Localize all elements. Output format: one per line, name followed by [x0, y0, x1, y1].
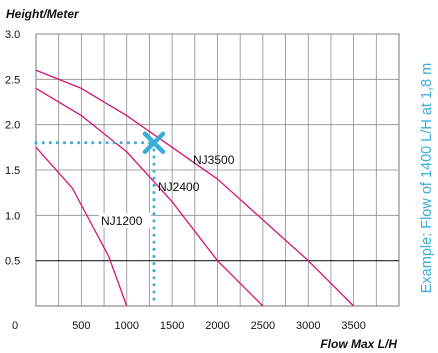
x-tick-label: 1000 [115, 320, 139, 332]
example-note: Example: Flow of 1400 L/H at 1,8 m [419, 63, 435, 294]
y-tick-label: 2.0 [5, 120, 20, 132]
x-tick-label: 3000 [296, 320, 320, 332]
example-annotation [34, 131, 166, 308]
x-tick-label: 0 [12, 320, 18, 332]
series-label-nj3500: NJ3500 [193, 153, 235, 167]
x-tick-label: 3500 [341, 320, 365, 332]
series-line-nj3500 [35, 69, 355, 307]
series-label-nj2400: NJ2400 [158, 180, 200, 194]
x-tick-label: 1500 [160, 320, 184, 332]
x-tick-label: 500 [72, 320, 90, 332]
y-axis-title: Height/Meter [6, 7, 80, 21]
series-lines [35, 69, 355, 307]
y-tick-label: 0.5 [5, 256, 20, 268]
series-label-nj1200: NJ1200 [101, 214, 143, 228]
x-axis-title: Flow Max L/H [320, 337, 397, 351]
x-tick-label: 2000 [205, 320, 229, 332]
y-tick-label: 1.5 [5, 165, 20, 177]
annotation-marker-stroke [142, 131, 166, 155]
y-tick-label: 2.5 [5, 74, 20, 86]
y-tick-label: 1.0 [5, 210, 20, 222]
y-tick-label: 3.0 [5, 29, 20, 41]
grid [35, 33, 400, 307]
series-label-background [99, 213, 151, 228]
series-line-nj2400 [35, 87, 264, 307]
labels: 0.5 1.0 1.5 2.0 2.5 3.0 0 500 1000 1500 2000 2500 30… [5, 7, 435, 351]
series-line-nj1200 [35, 146, 128, 307]
x-tick-label: 2500 [251, 320, 275, 332]
